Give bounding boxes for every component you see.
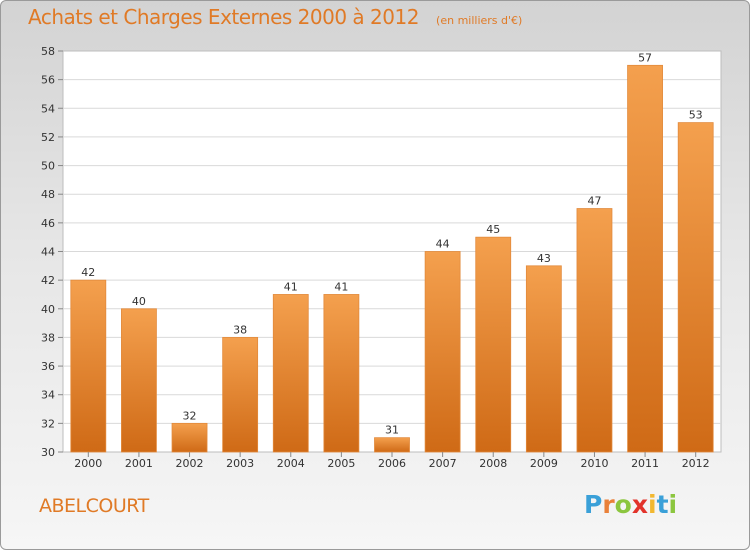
x-tick-label: 2006 <box>378 457 406 470</box>
chart-title: Achats et Charges Externes 2000 à 2012 <box>28 5 419 29</box>
bar-value-label: 57 <box>638 51 652 64</box>
y-tick-label: 48 <box>41 188 55 201</box>
x-tick-label: 2009 <box>530 457 558 470</box>
y-tick-label: 36 <box>41 360 55 373</box>
bar-value-label: 53 <box>689 109 703 122</box>
bar-value-label: 41 <box>284 280 298 293</box>
x-tick-label: 2002 <box>176 457 204 470</box>
bar-value-label: 47 <box>587 195 601 208</box>
x-tick-label: 2012 <box>682 457 710 470</box>
logo-letter: P <box>584 490 603 519</box>
bar <box>272 294 309 453</box>
y-tick-label: 42 <box>41 274 55 287</box>
x-tick-label: 2010 <box>580 457 608 470</box>
bar <box>627 64 663 453</box>
x-tick-label: 2003 <box>226 457 254 470</box>
y-tick-label: 40 <box>41 303 55 316</box>
bars: 42 40 32 38 41 41 31 44 45 43 47 57 53 <box>70 51 714 453</box>
bar <box>677 122 714 453</box>
y-tick-label: 52 <box>41 131 55 144</box>
y-tick-label: 38 <box>41 331 55 344</box>
bar <box>121 308 157 453</box>
y-tick-label: 46 <box>41 217 55 230</box>
bar-value-label: 31 <box>385 424 399 437</box>
chart-title-row: Achats et Charges Externes 2000 à 2012 (… <box>28 5 522 29</box>
x-axis: 2000 2001 2002 2003 2004 2005 2006 2007 2008 2009… <box>74 452 710 470</box>
commune-name: ABELCOURT <box>39 495 149 517</box>
bar-value-label: 32 <box>183 409 197 422</box>
x-tick-label: 2005 <box>327 457 355 470</box>
logo-letter: r <box>602 490 615 519</box>
x-tick-label: 2008 <box>479 457 507 470</box>
bar-value-label: 40 <box>132 295 146 308</box>
bar <box>475 236 512 453</box>
y-tick-label: 54 <box>41 102 55 115</box>
x-tick-label: 2001 <box>125 457 153 470</box>
logo-letter: o <box>614 490 632 519</box>
logo-letter: i <box>648 490 657 519</box>
y-tick-label: 32 <box>41 417 55 430</box>
bar-value-label: 45 <box>486 223 500 236</box>
bar <box>222 337 259 453</box>
bar <box>576 208 613 453</box>
y-tick-label: 44 <box>41 246 55 259</box>
x-tick-label: 2000 <box>74 457 102 470</box>
bar <box>525 265 562 453</box>
bar <box>374 437 410 453</box>
y-tick-label: 34 <box>41 389 55 402</box>
bar-value-label: 43 <box>537 252 551 265</box>
chart-subtitle: (en milliers d'€) <box>436 14 523 27</box>
y-tick-label: 30 <box>41 446 55 459</box>
logo-letter: t <box>656 490 669 519</box>
bar <box>70 279 107 453</box>
y-tick-label: 56 <box>41 74 55 87</box>
logo-letter: x <box>631 490 648 519</box>
bar <box>323 294 360 453</box>
bar-value-label: 44 <box>436 238 450 251</box>
x-tick-label: 2011 <box>631 457 659 470</box>
y-tick-label: 58 <box>41 45 55 58</box>
logo-letter: i <box>668 490 678 519</box>
y-tick-label: 50 <box>41 160 55 173</box>
bar <box>171 422 208 453</box>
bar <box>424 251 461 453</box>
y-axis: 30 32 34 36 38 40 42 44 46 48 50 52 54 56 58 <box>41 45 63 459</box>
proxiti-logo: Proxiti <box>584 490 677 519</box>
x-tick-label: 2004 <box>277 457 305 470</box>
bar-value-label: 38 <box>233 323 247 336</box>
x-tick-label: 2007 <box>429 457 457 470</box>
bar-value-label: 42 <box>81 266 95 279</box>
bar-value-label: 41 <box>334 280 348 293</box>
